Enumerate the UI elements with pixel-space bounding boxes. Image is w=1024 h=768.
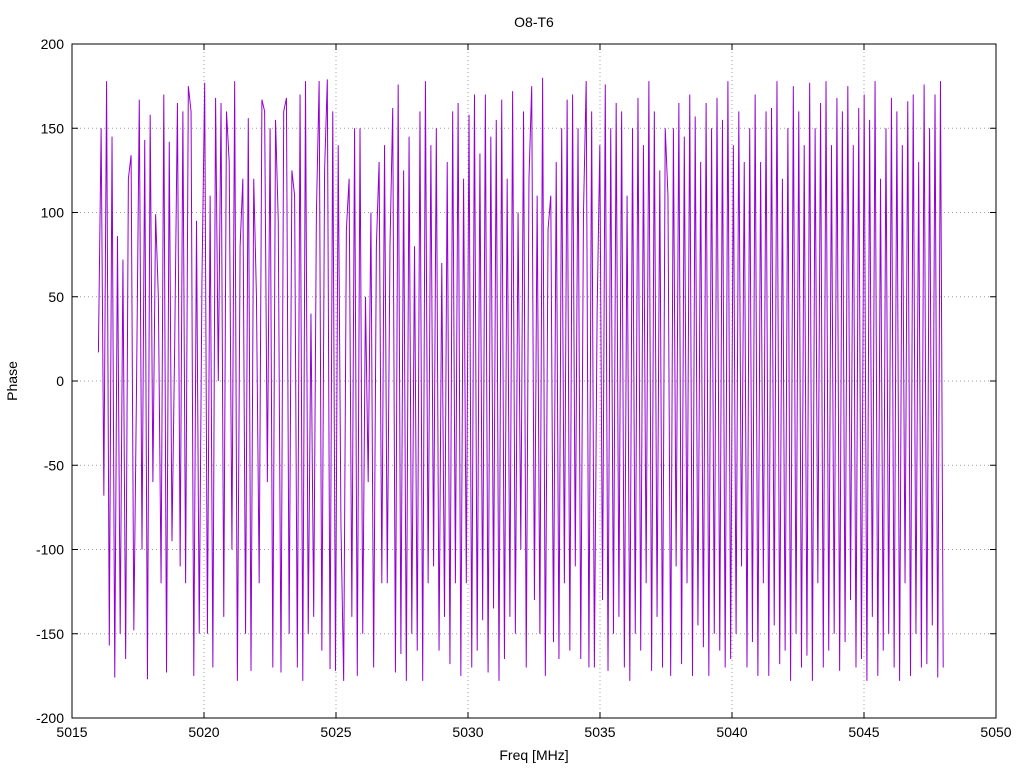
- x-tick-label: 5015: [56, 724, 87, 740]
- y-tick-label: -100: [36, 542, 64, 558]
- x-tick-label: 5020: [188, 724, 219, 740]
- y-axis-title: Phase: [4, 361, 20, 401]
- y-tick-label: 100: [41, 205, 65, 221]
- y-tick-label: 200: [41, 36, 65, 52]
- chart-title: O8-T6: [514, 14, 554, 30]
- y-tick-label: 50: [48, 289, 64, 305]
- y-tick-label: -200: [36, 710, 64, 726]
- series-line-0: [97, 77, 944, 681]
- axis-ticks: 5015 5020 5025 5030 5035 5040 5045 5050 -200 -150…: [36, 36, 1012, 740]
- x-tick-label: 5045: [848, 724, 879, 740]
- y-tick-label: -50: [44, 457, 64, 473]
- y-tick-label: -150: [36, 626, 64, 642]
- x-tick-label: 5035: [584, 724, 615, 740]
- x-tick-label: 5040: [716, 724, 747, 740]
- x-tick-label: 5050: [980, 724, 1011, 740]
- x-tick-label: 5025: [320, 724, 351, 740]
- y-tick-label: 0: [56, 373, 64, 389]
- x-tick-label: 5030: [452, 724, 483, 740]
- series-layer: [97, 77, 944, 681]
- y-tick-label: 150: [41, 120, 65, 136]
- x-axis-title: Freq [MHz]: [499, 747, 568, 763]
